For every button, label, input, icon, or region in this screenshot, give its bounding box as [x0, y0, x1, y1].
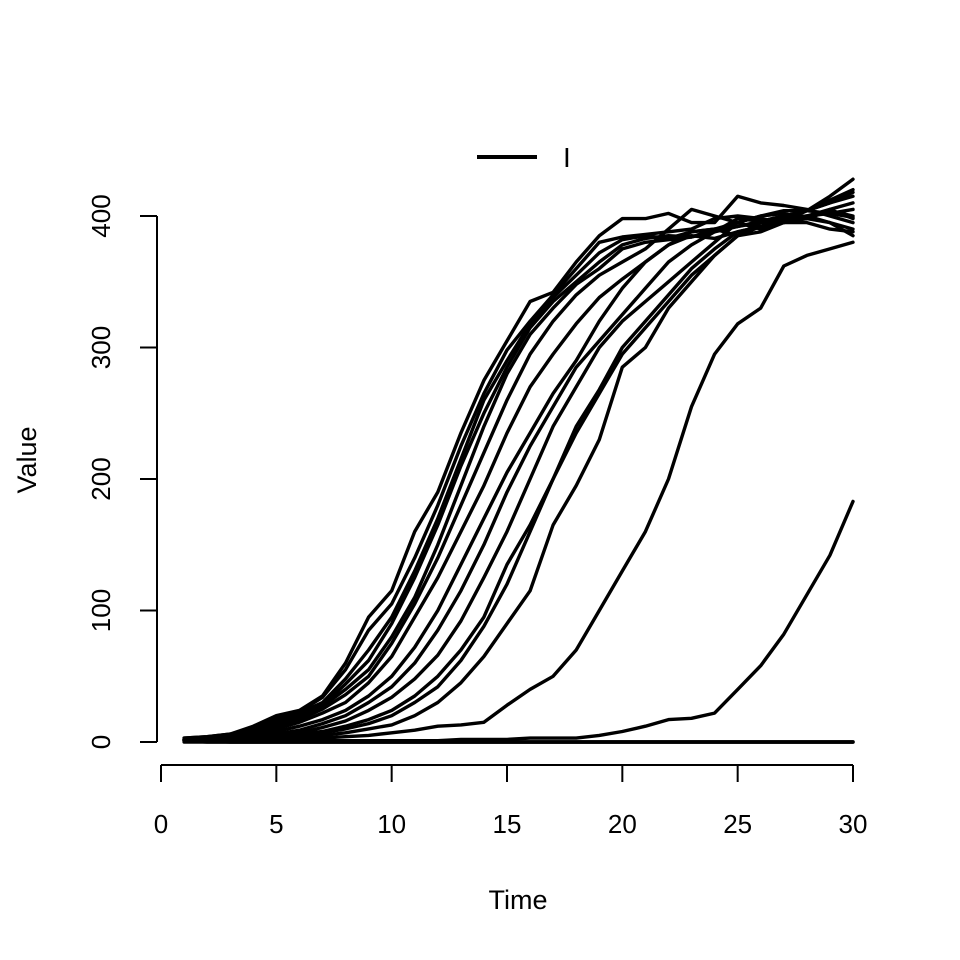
- series-line-3: [182, 211, 855, 742]
- series-line-18: [182, 737, 855, 744]
- x-axis: 0 5 10 15 20 25 30: [154, 764, 868, 839]
- series-line-10: [182, 208, 855, 743]
- series-line-15: [182, 499, 855, 743]
- x-tick-label: 10: [377, 809, 406, 839]
- y-tick-label: 100: [86, 589, 116, 632]
- x-tick-label: 20: [608, 809, 637, 839]
- series-layer: [182, 177, 855, 744]
- x-axis-title: Time: [489, 885, 548, 915]
- series-line-6: [182, 177, 855, 742]
- legend-label: I: [563, 142, 571, 173]
- x-tick-label: 30: [839, 809, 868, 839]
- x-tick-label: 5: [269, 809, 283, 839]
- y-tick-label: 200: [86, 457, 116, 500]
- series-line-8: [182, 207, 855, 742]
- y-tick-label: 300: [86, 326, 116, 369]
- series-line-13: [182, 214, 855, 743]
- y-axis-title: Value: [12, 426, 42, 493]
- y-tick-label: 0: [86, 735, 116, 749]
- y-tick-label: 400: [86, 194, 116, 237]
- series-line-9: [182, 208, 855, 743]
- series-line-14: [182, 240, 855, 743]
- series-line-12: [182, 207, 855, 743]
- series-line-7: [182, 187, 855, 742]
- legend: I: [477, 142, 571, 173]
- series-line-2: [182, 214, 855, 740]
- x-tick-label: 15: [493, 809, 522, 839]
- x-tick-label: 0: [154, 809, 168, 839]
- x-tick-label: 25: [723, 809, 752, 839]
- y-axis: 0 100 200 300 400: [86, 194, 158, 749]
